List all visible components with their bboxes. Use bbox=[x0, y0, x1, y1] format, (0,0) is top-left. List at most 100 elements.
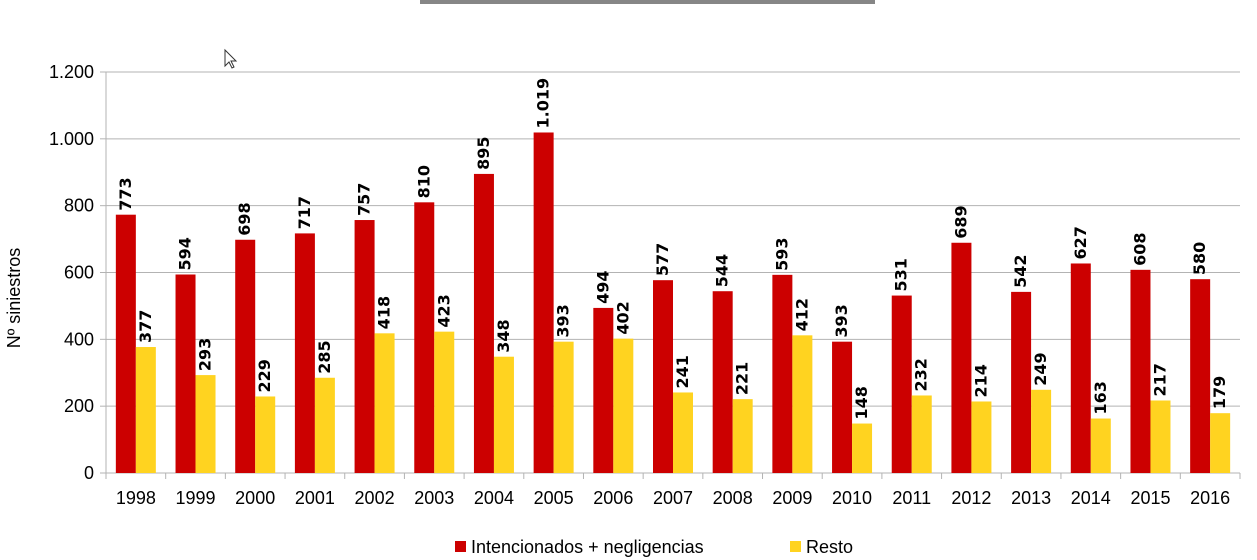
data-label-series-1: 577 bbox=[653, 243, 672, 276]
data-label-series-1: 698 bbox=[235, 202, 254, 235]
data-label-series-1: 393 bbox=[832, 304, 851, 337]
y-tick-label: 1.200 bbox=[49, 62, 94, 82]
x-tick-label: 2012 bbox=[951, 488, 991, 508]
data-label-series-2: 179 bbox=[1210, 376, 1229, 409]
bar-series-1 bbox=[1190, 279, 1211, 473]
bar-series-1 bbox=[772, 274, 793, 473]
bar-series-2 bbox=[255, 396, 276, 473]
x-tick-label: 2013 bbox=[1011, 488, 1051, 508]
data-label-series-1: 810 bbox=[414, 165, 433, 198]
data-label-series-2: 402 bbox=[613, 301, 632, 334]
x-tick-label: 2005 bbox=[534, 488, 574, 508]
x-axis: 1998 1999 2000 2001 2002 2003 2004 2005 2006 2007… bbox=[105, 472, 1241, 508]
bar-series-2 bbox=[971, 401, 992, 473]
data-label-series-2: 418 bbox=[375, 296, 394, 329]
legend-swatch-series-2 bbox=[790, 541, 801, 552]
data-label-series-2: 241 bbox=[673, 355, 692, 388]
chart-title-clipped bbox=[420, 0, 875, 4]
bar-series-1 bbox=[832, 341, 853, 473]
data-label-series-2: 221 bbox=[733, 362, 752, 395]
bar-series-2 bbox=[493, 356, 514, 473]
bar-series-2 bbox=[195, 375, 216, 473]
bar-series-2 bbox=[314, 377, 335, 473]
y-tick-label: 1.000 bbox=[49, 129, 94, 149]
y-axis: 0 200 400 600 800 1.000 1.200 bbox=[49, 62, 107, 483]
bar-series-1 bbox=[951, 242, 972, 473]
bar-series-2 bbox=[792, 335, 813, 473]
data-label-series-1: 542 bbox=[1011, 254, 1030, 287]
x-tick-label: 2014 bbox=[1071, 488, 1111, 508]
data-label-series-1: 773 bbox=[116, 177, 135, 210]
data-label-series-2: 148 bbox=[852, 386, 871, 419]
bar-series-1 bbox=[593, 307, 614, 473]
bar-series-2 bbox=[1150, 400, 1171, 473]
data-label-series-1: 494 bbox=[593, 271, 612, 304]
bar-series-2 bbox=[613, 338, 634, 473]
bar-series-1 bbox=[294, 233, 315, 473]
x-tick-label: 2010 bbox=[832, 488, 872, 508]
bar-series-2 bbox=[852, 423, 873, 473]
data-label-series-2: 348 bbox=[494, 319, 513, 352]
x-tick-label: 2009 bbox=[772, 488, 812, 508]
y-tick-label: 400 bbox=[64, 329, 94, 349]
data-label-series-2: 232 bbox=[912, 358, 931, 391]
legend-label-series-1: Intencionados + negligencias bbox=[471, 537, 704, 557]
data-label-series-2: 377 bbox=[136, 310, 155, 343]
data-label-series-1: 580 bbox=[1190, 242, 1209, 275]
bar-series-2 bbox=[1090, 418, 1111, 473]
bar-series-1 bbox=[1011, 291, 1032, 473]
data-label-series-1: 895 bbox=[474, 137, 493, 170]
bar-series-2 bbox=[1210, 413, 1231, 473]
bar-series-1 bbox=[1130, 269, 1151, 473]
data-label-series-2: 293 bbox=[196, 338, 215, 371]
legend: Intencionados + negligencias Resto bbox=[455, 537, 853, 557]
x-tick-label: 2004 bbox=[474, 488, 514, 508]
bar-series-2 bbox=[911, 395, 932, 473]
bar-series-1 bbox=[414, 202, 435, 473]
bar-series-1 bbox=[354, 220, 375, 473]
bar-series-1 bbox=[712, 291, 733, 473]
x-tick-label: 2001 bbox=[295, 488, 335, 508]
x-tick-label: 2011 bbox=[892, 488, 931, 508]
data-label-series-2: 412 bbox=[792, 298, 811, 331]
data-label-series-1: 757 bbox=[355, 183, 374, 216]
data-label-series-1: 593 bbox=[772, 237, 791, 270]
bars bbox=[115, 132, 1231, 474]
x-tick-label: 2016 bbox=[1190, 488, 1230, 508]
data-label-series-1: 608 bbox=[1130, 232, 1149, 265]
data-label-series-1: 531 bbox=[892, 258, 911, 291]
x-tick-label: 2008 bbox=[713, 488, 753, 508]
bar-series-1 bbox=[533, 132, 554, 473]
bar-series-1 bbox=[473, 173, 494, 473]
bar-series-2 bbox=[1031, 389, 1052, 473]
bar-series-1 bbox=[1070, 263, 1091, 473]
x-tick-label: 2015 bbox=[1130, 488, 1170, 508]
bar-series-2 bbox=[732, 399, 753, 473]
bar-series-2 bbox=[135, 347, 156, 473]
bar-series-2 bbox=[673, 392, 693, 473]
y-axis-label: Nº siniestros bbox=[4, 248, 24, 349]
x-tick-label: 2000 bbox=[235, 488, 275, 508]
legend-label-series-2: Resto bbox=[806, 537, 853, 557]
bar-series-1 bbox=[175, 274, 196, 473]
bar-series-1 bbox=[235, 239, 256, 473]
data-label-series-1: 627 bbox=[1071, 226, 1090, 259]
data-label-series-2: 163 bbox=[1091, 381, 1110, 414]
bar-series-2 bbox=[434, 331, 455, 473]
legend-swatch-series-1 bbox=[455, 541, 466, 552]
x-tick-label: 2007 bbox=[653, 488, 693, 508]
x-tick-label: 2006 bbox=[593, 488, 633, 508]
bar-series-2 bbox=[553, 341, 574, 473]
mouse-cursor-icon bbox=[224, 48, 238, 69]
data-label-series-2: 214 bbox=[971, 364, 990, 397]
data-label-series-1: 544 bbox=[713, 254, 732, 287]
y-tick-label: 600 bbox=[64, 263, 94, 283]
x-tick-label: 2003 bbox=[414, 488, 454, 508]
data-label-series-1: 594 bbox=[176, 237, 195, 270]
data-label-series-1: 689 bbox=[951, 205, 970, 238]
y-tick-label: 200 bbox=[64, 396, 94, 416]
y-tick-label: 0 bbox=[84, 463, 94, 483]
data-label-series-2: 229 bbox=[255, 359, 274, 392]
x-tick-label: 1999 bbox=[176, 488, 216, 508]
